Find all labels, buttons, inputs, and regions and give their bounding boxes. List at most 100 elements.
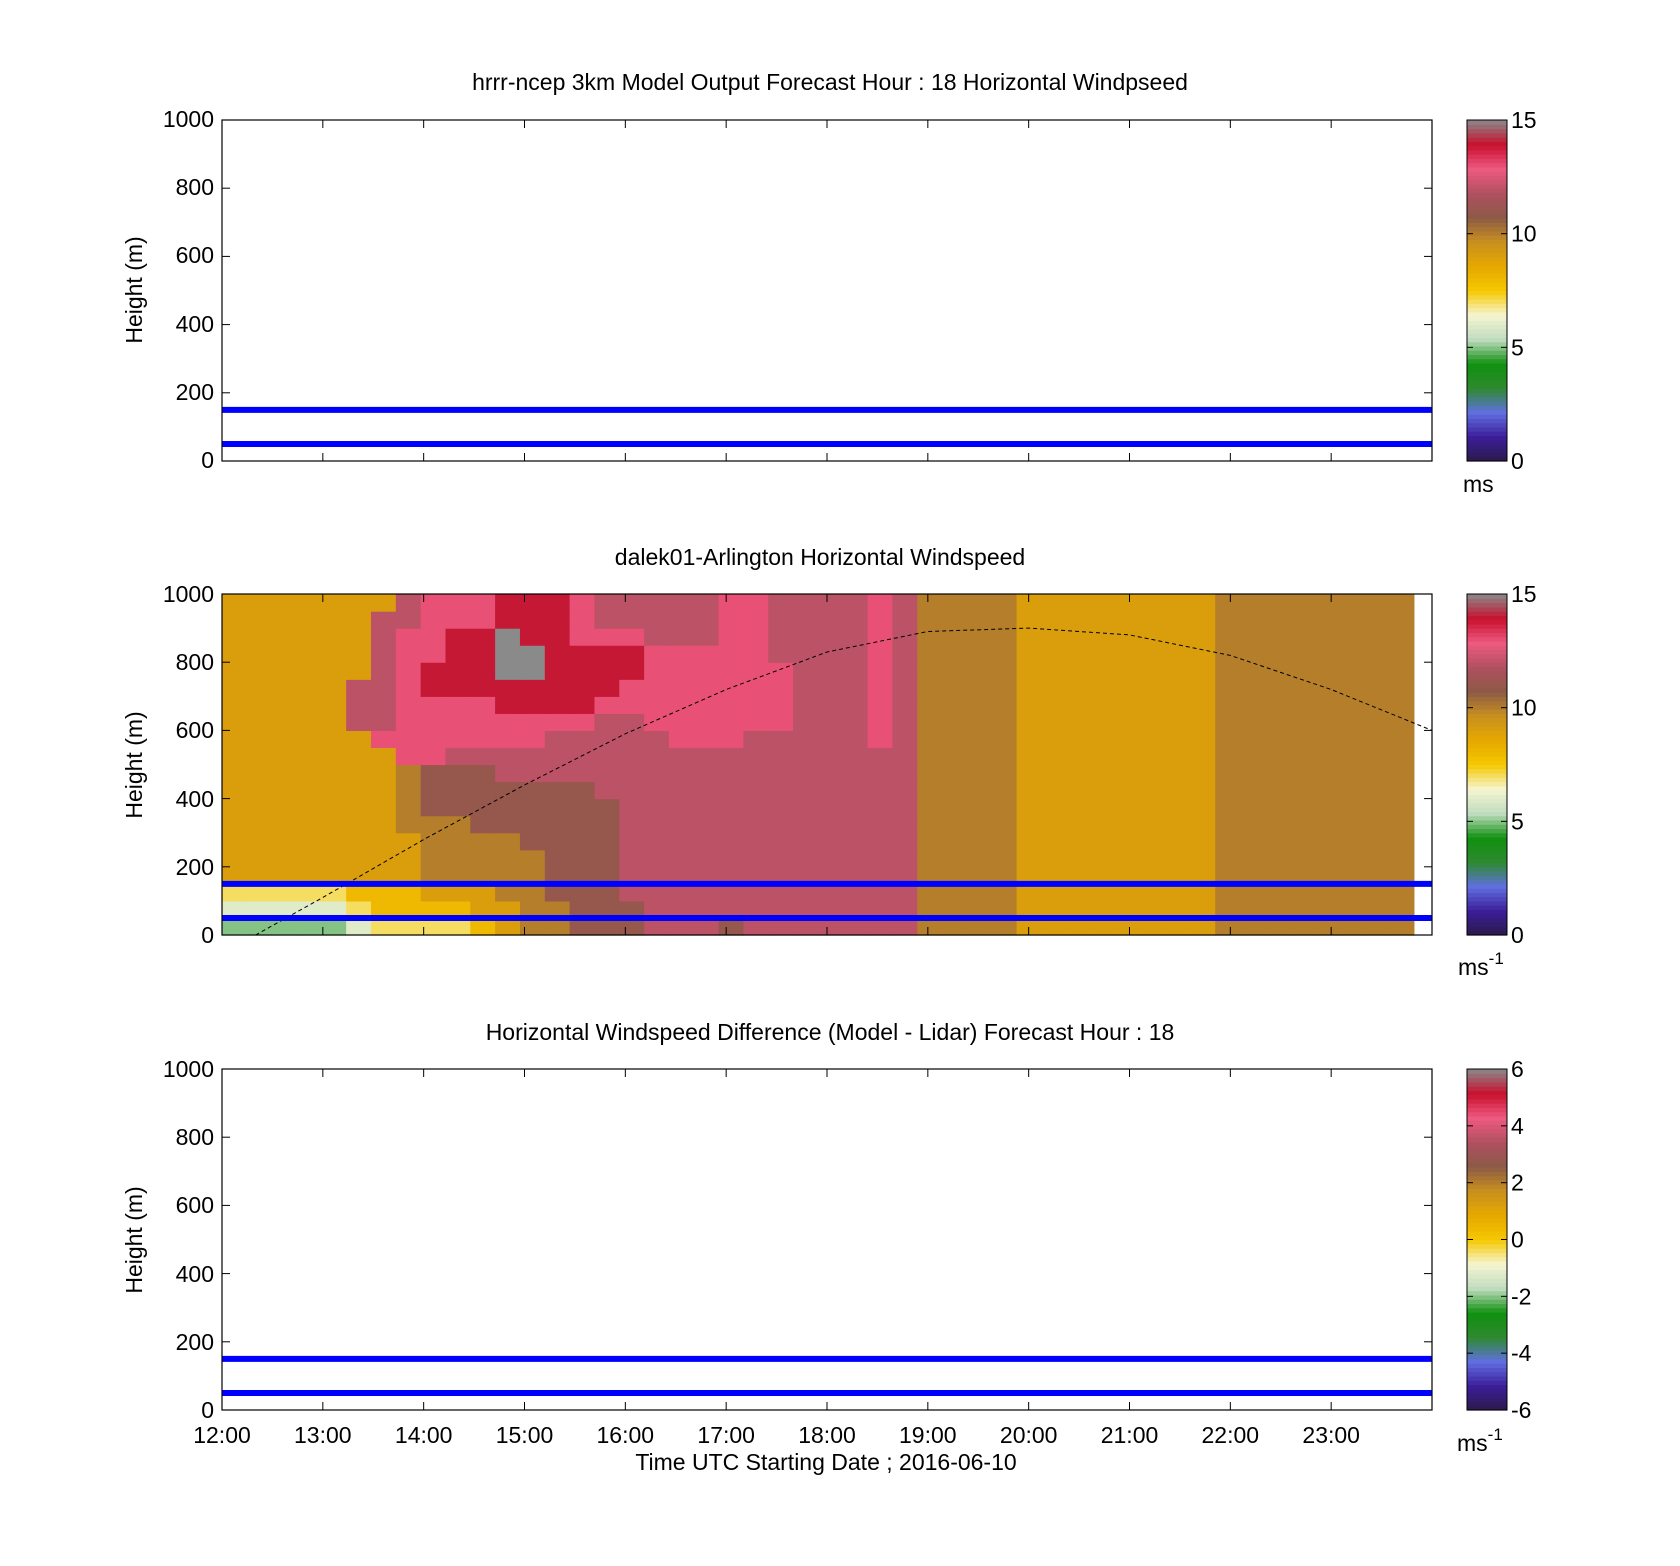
heatmap-cell	[1339, 645, 1365, 663]
heatmap-cell	[1389, 628, 1415, 646]
heatmap-cell	[743, 917, 769, 936]
heatmap-cell	[892, 866, 918, 885]
heatmap-cell	[693, 815, 720, 834]
heatmap-cell	[519, 628, 546, 646]
heatmap-cell	[445, 883, 471, 902]
heatmap-cell	[966, 781, 993, 800]
heatmap-cell	[966, 594, 993, 612]
heatmap-cell	[1240, 662, 1266, 680]
heatmap-cell	[594, 832, 620, 851]
y-tick-label: 200	[176, 854, 214, 880]
heatmap-cell	[966, 883, 993, 902]
heatmap-cell	[1016, 645, 1042, 663]
colorbar-segment	[1467, 1346, 1507, 1351]
heatmap-cell	[1165, 798, 1191, 817]
heatmap-cell	[246, 883, 273, 902]
heatmap-cell	[470, 594, 496, 612]
heatmap-cell	[644, 628, 670, 646]
heatmap-cell	[495, 628, 521, 646]
heatmap-cell	[1364, 764, 1390, 783]
colorbar-segment	[1467, 132, 1507, 138]
x-tick-label: 23:00	[1302, 1422, 1360, 1448]
heatmap-cell	[569, 781, 596, 800]
colorbar-segment	[1467, 431, 1507, 437]
heatmap-cell	[395, 713, 422, 731]
heatmap-cell	[346, 798, 372, 817]
heatmap-cell	[668, 611, 695, 629]
colorbar-segment	[1467, 1337, 1507, 1343]
heatmap-cell	[1115, 781, 1142, 800]
heatmap-cell	[917, 849, 943, 868]
colorbar-segment	[1467, 1235, 1507, 1241]
heatmap-cell	[1016, 798, 1042, 817]
x-tick-label: 16:00	[597, 1422, 655, 1448]
heatmap-cell	[222, 730, 248, 749]
heatmap-cell	[296, 815, 322, 834]
heatmap-cell	[569, 662, 596, 680]
heatmap-cell	[1041, 815, 1067, 834]
heatmap-cell	[693, 832, 720, 851]
heatmap-cell	[445, 696, 471, 714]
colorbar-segment	[1467, 256, 1507, 262]
heatmap-cell	[1066, 662, 1092, 680]
heatmap-cell	[619, 679, 645, 697]
heatmap-cell	[544, 849, 571, 868]
heatmap-cell	[1041, 900, 1067, 919]
heatmap-cell	[743, 645, 769, 663]
colorbar-segment	[1467, 888, 1507, 893]
heatmap-cell	[1066, 781, 1092, 800]
heatmap-cell	[222, 594, 248, 612]
heatmap-cell	[445, 662, 471, 680]
heatmap-cell	[619, 798, 645, 817]
heatmap-cell	[743, 781, 769, 800]
colorbar-segment	[1467, 175, 1507, 181]
colorbar-segment	[1467, 1154, 1507, 1160]
heatmap-cell	[1165, 832, 1191, 851]
heatmap-cell	[1016, 747, 1042, 766]
heatmap-cell	[817, 900, 844, 919]
heatmap-cell	[246, 713, 273, 731]
heatmap-cell	[395, 849, 422, 868]
colorbar-tick-label: 5	[1511, 808, 1524, 834]
colorbar-segment	[1467, 1371, 1507, 1377]
heatmap-cell	[892, 781, 918, 800]
heatmap-cell	[1140, 917, 1167, 936]
colorbar-segment	[1467, 900, 1507, 906]
heatmap-cell	[246, 662, 273, 680]
heatmap-cell	[1264, 696, 1291, 714]
colorbar-segment	[1467, 264, 1507, 270]
y-axis-ticks: 0 200 400 600 800 1000	[163, 1056, 214, 1423]
heatmap-cell	[693, 611, 720, 629]
heatmap-cell	[495, 730, 521, 749]
colorbar-segment	[1467, 623, 1507, 629]
heatmap-cell	[296, 696, 322, 714]
heatmap-cell	[296, 645, 322, 663]
heatmap-cell	[966, 798, 993, 817]
heatmap-cell	[1314, 764, 1340, 783]
heatmap-cell	[370, 713, 397, 731]
heatmap-cell	[544, 594, 571, 612]
colorbar-segment	[1467, 1320, 1507, 1326]
colorbar-segment	[1467, 281, 1507, 287]
y-axis-label: Height (m)	[121, 1186, 147, 1293]
colorbar-segment	[1467, 324, 1507, 330]
heatmap-cell	[246, 628, 273, 646]
heatmap-cell	[222, 781, 248, 800]
heatmap-cell	[768, 645, 794, 663]
heatmap-cell	[1066, 917, 1092, 936]
y-tick-label: 0	[201, 447, 214, 473]
colorbar: 0 5 10 15	[1466, 107, 1537, 474]
colorbar-unit: ms-1	[1458, 949, 1504, 980]
heatmap-cell	[867, 781, 894, 800]
heatmap-cell	[1190, 628, 1216, 646]
colorbar-segment	[1467, 768, 1507, 774]
heatmap-cell	[1115, 594, 1142, 612]
heatmap-cell	[644, 798, 670, 817]
heatmap-cell	[1364, 883, 1390, 902]
heatmap-cell	[693, 866, 720, 885]
heatmap-cell	[1364, 594, 1390, 612]
heatmap-cell	[942, 798, 968, 817]
heatmap-cell	[768, 611, 794, 629]
heatmap-cell	[1264, 730, 1291, 749]
colorbar-segment	[1467, 1277, 1507, 1283]
